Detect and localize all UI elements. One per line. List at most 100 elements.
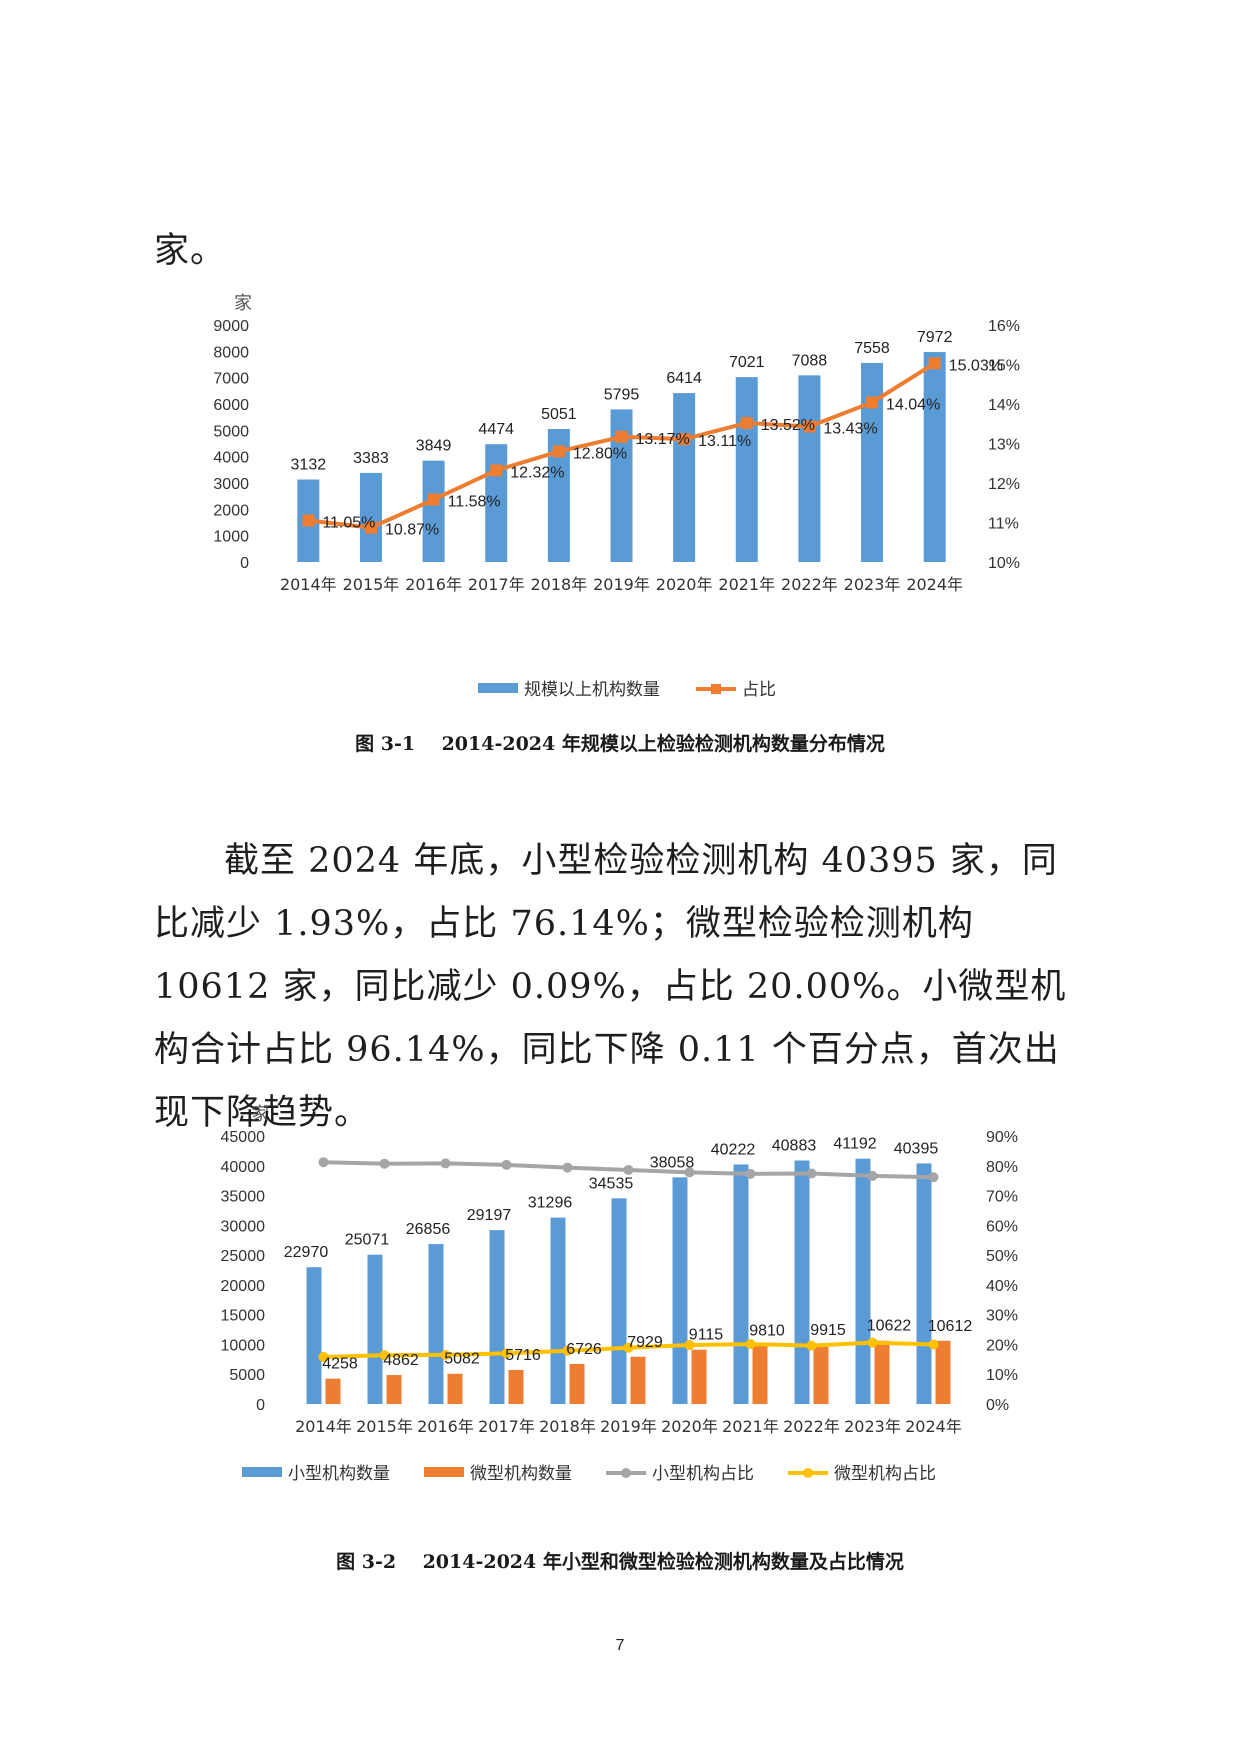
bar [489,1230,505,1404]
bar-data-label: 7929 [627,1334,663,1351]
line-point [745,1339,756,1350]
line-point [806,1340,817,1351]
bar-data-label: 26856 [406,1221,451,1238]
y2-tick-label: 0% [986,1397,1009,1414]
bar-data-label: 3383 [353,450,389,467]
bar-data-label: 9915 [810,1322,846,1339]
line-point [928,1172,939,1183]
bar [798,375,821,562]
x-tick-label: 2015年 [343,575,400,594]
bar [508,1369,524,1404]
figure-title: 2014-2024 年小型和微型检验检测机构数量及占比情况 [422,1551,904,1573]
y-tick-label: 35000 [221,1189,266,1206]
legend-swatch-marker [711,684,721,694]
bar [428,1244,444,1404]
line-point [806,1168,817,1179]
bar-data-label: 5795 [604,386,640,403]
x-tick-label: 2017年 [478,1417,535,1436]
intro-fragment: 家。 [154,231,227,271]
y-tick-label: 7000 [213,371,249,388]
y2-tick-label: 12% [988,476,1020,493]
bar-data-label: 3132 [291,457,327,474]
bar [367,1254,383,1404]
y2-tick-label: 70% [986,1189,1018,1206]
y2-tick-label: 40% [986,1278,1018,1295]
legend-swatch [478,683,518,693]
line-point [501,1348,512,1359]
figure-label: 图 3-2 [336,1551,397,1573]
bar [691,1349,707,1404]
y-tick-label: 2000 [213,502,249,519]
legend-swatch-marker [803,1468,813,1478]
x-tick-label: 2022年 [783,1417,840,1436]
line-data-label: 11.05% [322,515,375,532]
line-point [615,430,628,443]
y2-tick-label: 20% [986,1337,1018,1354]
y-tick-label: 1000 [213,529,249,546]
line-point [318,1351,329,1362]
line-data-label: 11.58% [448,494,501,511]
x-tick-label: 2019年 [593,575,650,594]
bar [916,1163,932,1404]
y-tick-label: 8000 [213,344,249,361]
y2-tick-label: 11% [988,516,1019,533]
y2-tick-label: 13% [988,437,1020,454]
figure-caption-2: 图 3-2 2014-2024 年小型和微型检验检测机构数量及占比情况 [0,1547,1240,1574]
bar-data-label: 38058 [650,1154,695,1171]
bar-data-label: 25071 [345,1232,390,1249]
x-tick-label: 2024年 [906,575,963,594]
y-tick-label: 20000 [221,1278,266,1295]
x-tick-label: 2014年 [295,1417,352,1436]
bar-data-label: 4474 [478,421,514,438]
line-point [684,1340,695,1351]
bar-data-label: 40222 [711,1141,756,1158]
legend-swatch [242,1467,282,1477]
bar-data-label: 7088 [792,352,828,369]
line-point [866,396,879,409]
line-data-label: 10.87% [385,522,439,539]
chart-small-micro-institutions: 家 0 5000 10000 15000 20000 25000 30000 35000 4000… [0,1080,1240,1520]
bar-data-label: 7972 [917,329,953,346]
bar-data-label: 5051 [541,406,577,423]
y2-tick-label: 60% [986,1218,1018,1235]
line-point [427,493,440,506]
y-tick-label: 5000 [213,423,249,440]
x-tick-label: 2023年 [844,575,901,594]
bar-data-label: 10612 [928,1318,973,1335]
x-tick-label: 2021年 [718,575,775,594]
line-point [379,1350,390,1361]
line-data-label: 13.11% [698,433,751,450]
x-tick-label: 2020年 [656,575,713,594]
line-data-label: 12.80% [573,445,627,462]
y2-tick-label: 90% [986,1129,1018,1146]
bar [306,1267,322,1404]
line-point [302,514,315,527]
line-data-label: 13.52% [761,417,815,434]
y-tick-label: 6000 [213,397,249,414]
y-tick-label: 4000 [213,450,249,467]
bar-data-label: 9115 [689,1327,724,1344]
x-tick-label: 2016年 [417,1417,474,1436]
figure-label: 图 3-1 [355,733,416,755]
x-tick-label: 2016年 [405,575,462,594]
y-tick-label: 9000 [213,318,249,335]
line-point [364,521,377,534]
bar-data-label: 29197 [467,1207,512,1224]
x-tick-label: 2014年 [280,575,337,594]
body-paragraph: 截至 2024 年底，小型检验检测机构 40395 家，同比减少 1.93%，占… [154,841,1067,1133]
y-tick-label: 15000 [221,1308,266,1325]
bar [855,1158,871,1404]
x-tick-label: 2022年 [781,575,838,594]
legend-swatch [424,1467,464,1477]
line-point [678,433,691,446]
bar [752,1345,768,1404]
x-tick-label: 2021年 [722,1417,779,1436]
bar-data-label: 5716 [505,1347,541,1364]
bar [735,377,758,562]
legend-label: 小型机构数量 [288,1464,390,1484]
y2-tick-label: 14% [988,397,1020,414]
line-point [318,1157,329,1168]
figure-caption-1: 图 3-1 2014-2024 年规模以上检验检测机构数量分布情况 [0,729,1240,756]
bar [923,352,946,562]
line-data-label: 12.32% [510,464,564,481]
